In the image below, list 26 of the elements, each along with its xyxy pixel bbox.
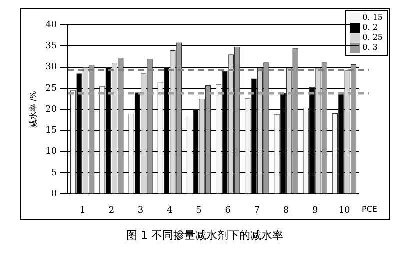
text: 图 1 不同掺量减水剂下的减水率 — [126, 228, 284, 243]
legend-label: 0. 15 — [362, 13, 383, 23]
x-tick-label: 9 — [312, 206, 318, 216]
x-tick-label: 5 — [196, 206, 202, 216]
x-tick-label: 3 — [138, 206, 144, 216]
y-tick-label: 30 — [46, 62, 58, 73]
x-tick-label: 10 — [338, 206, 350, 216]
y-tick-label: 15 — [46, 126, 58, 136]
y-tick-label: 25 — [46, 84, 58, 94]
y-tick-label: 10 — [46, 147, 58, 158]
y-tick-label: 35 — [46, 41, 58, 52]
y-tick-label: 40 — [46, 20, 58, 30]
x-tick-label: 6 — [225, 206, 232, 216]
legend-label: 0. 25 — [362, 33, 383, 43]
x-tick-label: 1 — [80, 206, 86, 216]
y-tick-label: 20 — [46, 104, 58, 115]
legend-label: 0. 3 — [362, 43, 378, 53]
x-tick-label: 2 — [108, 206, 115, 216]
x-tick-label: 8 — [283, 206, 290, 216]
y-tick-label: 0 — [51, 190, 58, 200]
y-tick-label: 5 — [51, 168, 58, 178]
y-axis-title: 减水率 /% — [28, 90, 38, 128]
x-tick-label: 4 — [167, 206, 174, 216]
x-axis-title: PCE — [362, 205, 378, 214]
x-tick-label: 7 — [254, 206, 260, 216]
legend-label: 0. 2 — [362, 23, 378, 33]
